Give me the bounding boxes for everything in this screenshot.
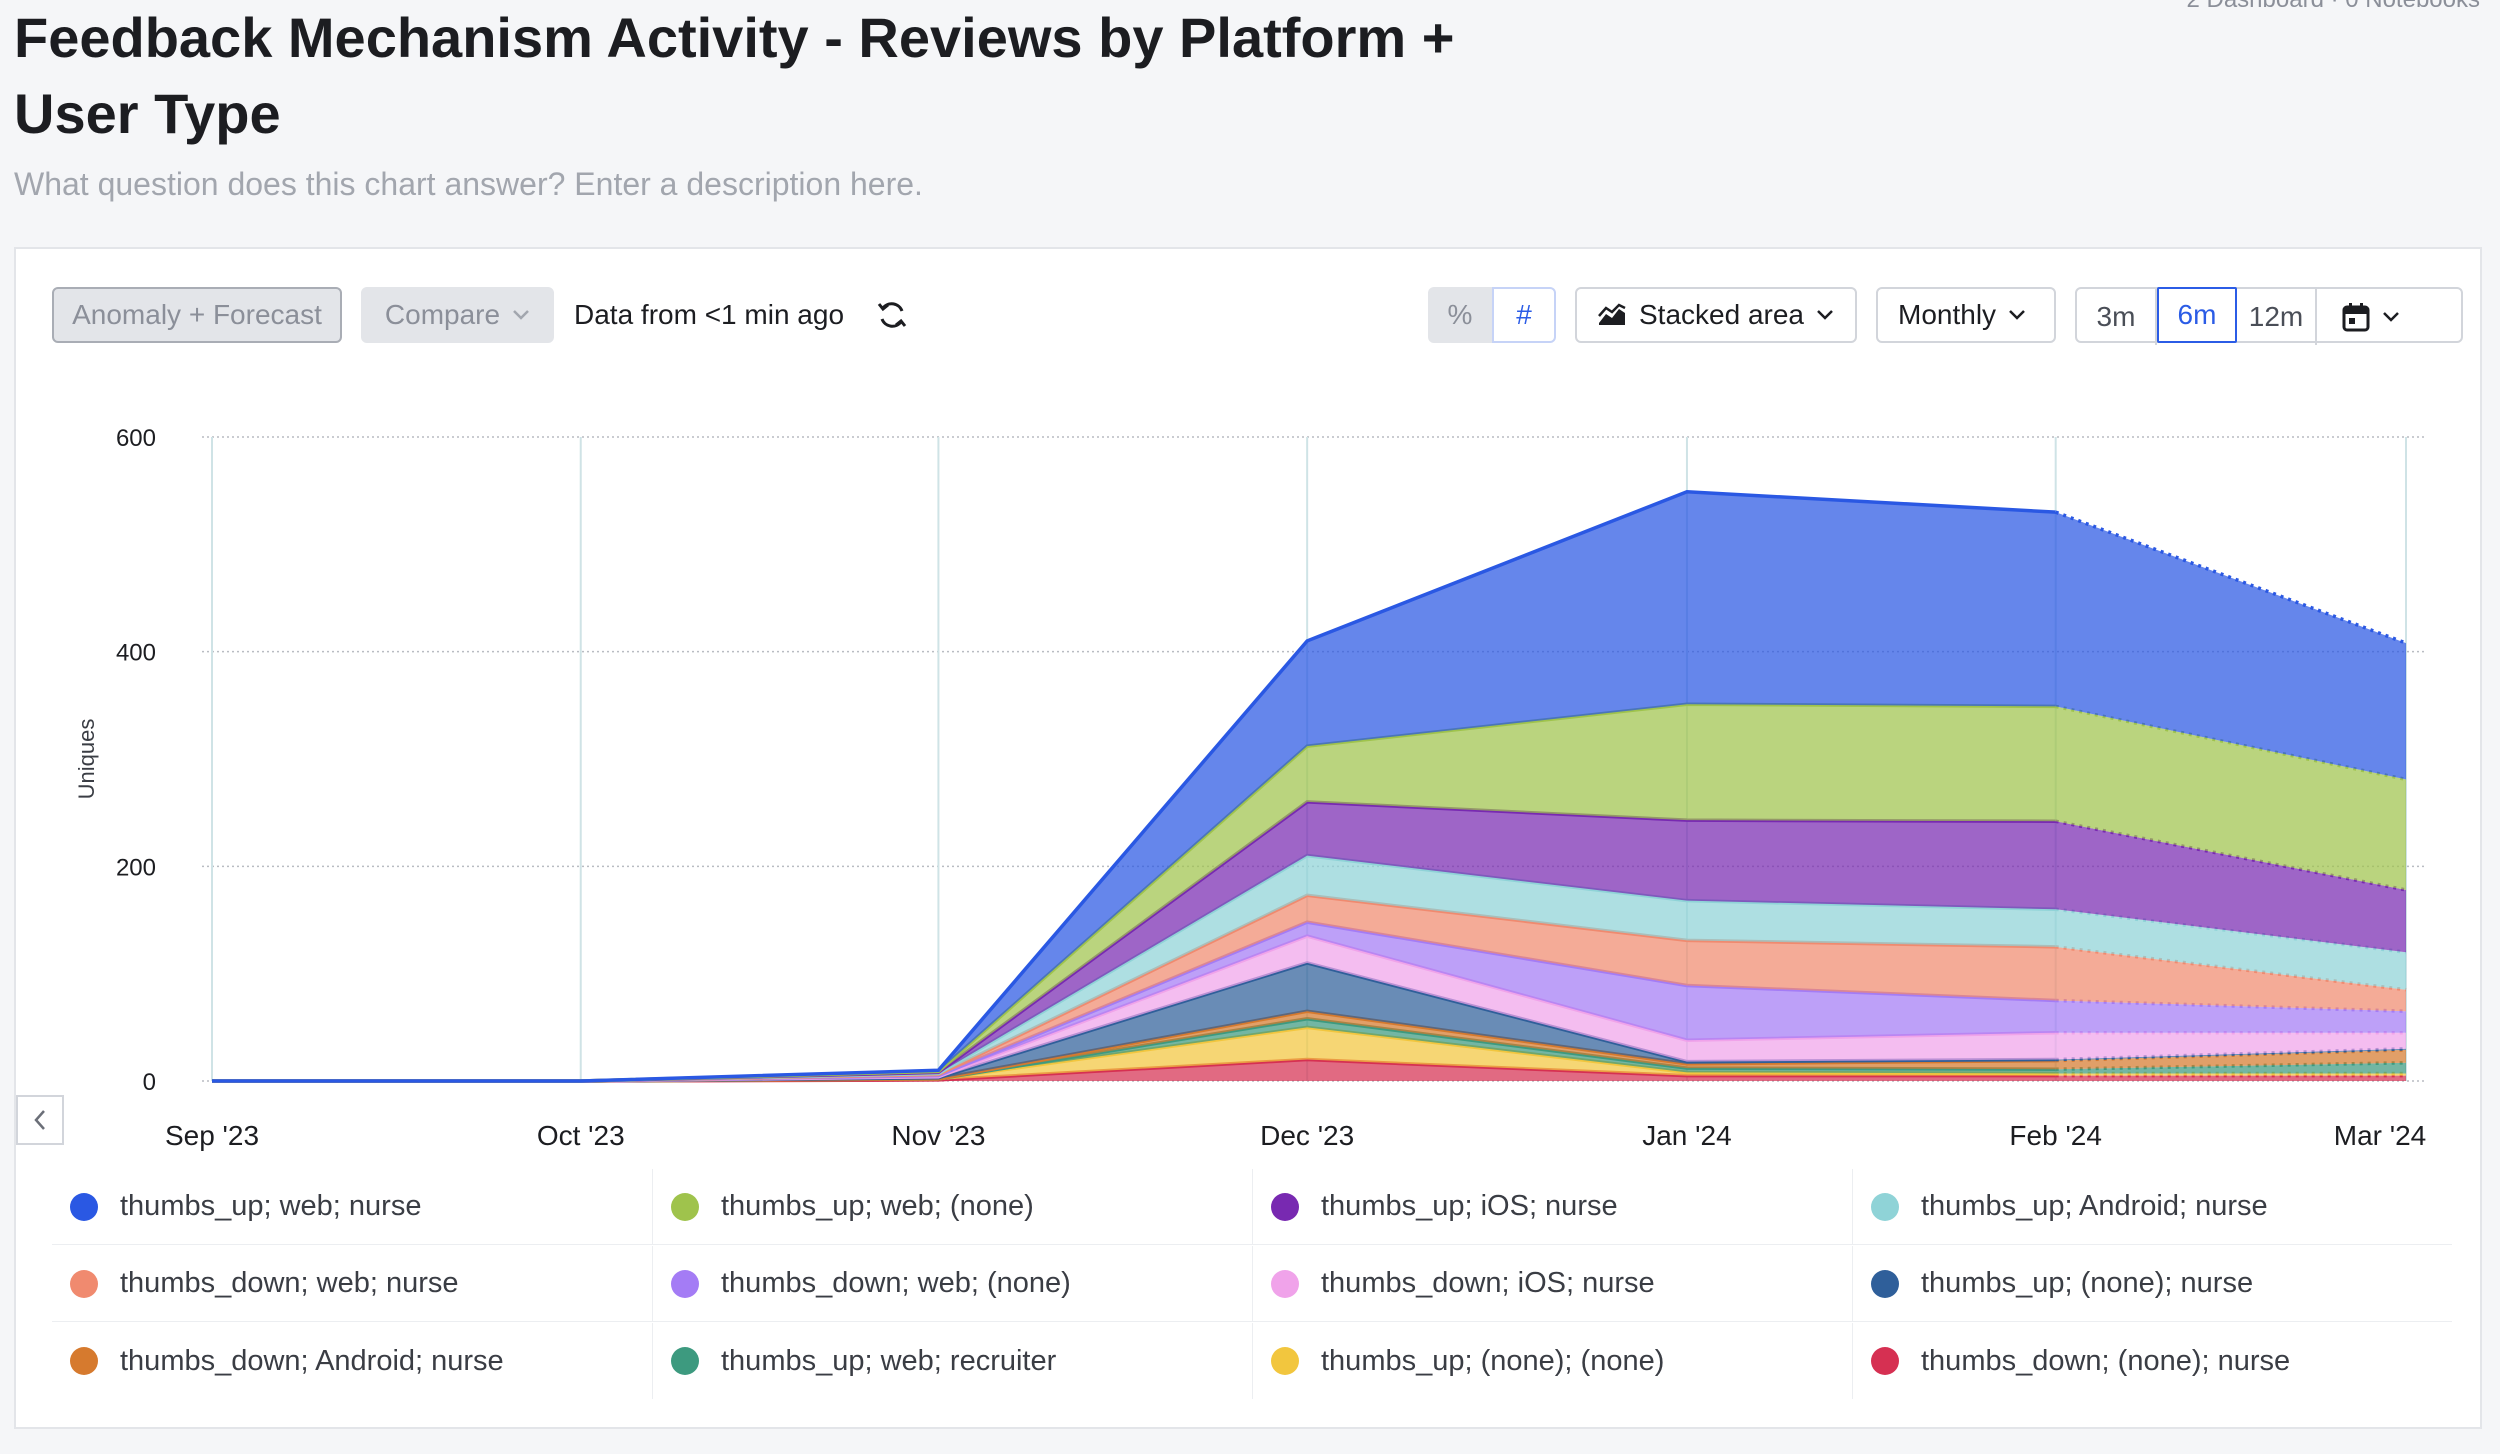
data-freshness-label: Data from <1 min ago [574, 299, 845, 330]
y-tick-label: 200 [116, 854, 156, 881]
compare-button[interactable]: Compare [361, 287, 554, 343]
interval-label: Monthly [1898, 299, 1997, 330]
legend-label: thumbs_down; iOS; nurse [1321, 1267, 1655, 1299]
series-line-incomplete [2055, 510, 2407, 645]
chart-type-dropdown[interactable]: Stacked area [1575, 287, 1857, 343]
legend-color-dot [1871, 1269, 1899, 1298]
y-axis-label: Uniques [74, 719, 99, 800]
area-series-thumbs-up-none-nurse [212, 962, 2406, 1081]
area-series-thumbs-down-ios-nurse [212, 936, 2406, 1081]
page-title[interactable]: Feedback Mechanism Activity - Reviews by… [14, 6, 1455, 145]
legend-label: thumbs_up; web; recruiter [721, 1344, 1057, 1377]
chevron-down-icon [513, 310, 529, 320]
legend-item[interactable]: thumbs_up; web; (none) [652, 1169, 1252, 1245]
legend-item[interactable]: thumbs_up; web; nurse [52, 1169, 652, 1245]
legend-label: thumbs_down; web; (none) [721, 1267, 1071, 1299]
chart-card: Anomaly + Forecast Compare Data from <1 … [14, 247, 2482, 1429]
chevron-left-icon [34, 1110, 45, 1130]
legend-item[interactable]: thumbs_up; web; recruiter [652, 1323, 1252, 1399]
legend-label: thumbs_up; web; nurse [120, 1190, 422, 1222]
x-tick-label: Jan '24 [1642, 1120, 1731, 1151]
legend-color-dot [1271, 1269, 1299, 1298]
x-tick-label: Nov '23 [891, 1120, 985, 1151]
legend-label: thumbs_up; web; (none) [721, 1190, 1034, 1222]
compare-label: Compare [384, 299, 501, 330]
legend-label: thumbs_up; (none); (none) [1321, 1344, 1665, 1377]
interval-dropdown[interactable]: Monthly [1876, 287, 2056, 343]
header-meta: 2 Dashboard · 0 Notebooks [2186, 0, 2480, 14]
y-tick-label: 0 [143, 1069, 156, 1096]
range-6m[interactable]: 6m [2157, 287, 2237, 343]
stacked-area-icon [1598, 303, 1626, 325]
legend-label: thumbs_up; Android; nurse [1921, 1190, 2268, 1222]
legend-color-dot [1271, 1347, 1299, 1375]
area-series-thumbs-down-none-nurse [212, 1059, 2406, 1081]
legend-color-dot [1871, 1347, 1899, 1375]
x-tick-label: Sep '23 [165, 1120, 259, 1151]
date-range-selector: 3m 6m 12m [2075, 287, 2463, 345]
legend-label: thumbs_down; web; nurse [120, 1267, 459, 1299]
chevron-down-icon [2383, 312, 2399, 322]
x-tick-label: Feb '24 [2009, 1120, 2102, 1151]
legend-label: thumbs_down; Android; nurse [120, 1344, 504, 1377]
legend-color-dot [671, 1192, 699, 1221]
area-series-thumbs-up-web-none- [212, 704, 2406, 1081]
legend-label: thumbs_up; iOS; nurse [1321, 1190, 1618, 1222]
legend-color-dot [70, 1192, 98, 1221]
legend-item[interactable]: thumbs_down; Android; nurse [52, 1323, 652, 1399]
legend-item[interactable]: thumbs_down; web; (none) [652, 1246, 1252, 1322]
legend-color-dot [1271, 1192, 1299, 1221]
refresh-icon[interactable] [874, 297, 910, 333]
chevron-down-icon [2009, 310, 2025, 320]
x-tick-label: Dec '23 [1260, 1120, 1354, 1151]
x-tick-label: Mar '24 [2334, 1120, 2427, 1151]
y-tick-label: 400 [116, 640, 156, 667]
legend-item[interactable]: thumbs_up; iOS; nurse [1252, 1169, 1852, 1245]
legend-item[interactable]: thumbs_up; Android; nurse [1852, 1169, 2452, 1245]
range-3m[interactable]: 3m [2077, 289, 2157, 345]
chevron-down-icon [1817, 310, 1833, 320]
area-series-thumbs-up-android-nurse [212, 855, 2406, 1081]
area-series-thumbs-down-web-none- [212, 922, 2406, 1081]
x-tick-label: Oct '23 [537, 1120, 625, 1151]
area-series-thumbs-up-web-nurse [212, 491, 2406, 1081]
legend-color-dot [671, 1347, 699, 1375]
area-series-thumbs-up-none-none- [212, 1027, 2406, 1081]
area-series-thumbs-down-web-nurse [212, 895, 2406, 1081]
chart-type-label: Stacked area [1639, 299, 1804, 330]
legend-color-dot [70, 1269, 98, 1298]
calendar-picker[interactable] [2317, 289, 2425, 345]
count-toggle[interactable]: # [1492, 287, 1556, 343]
legend-item[interactable]: thumbs_up; (none); (none) [1252, 1323, 1852, 1399]
legend-color-dot [1871, 1192, 1899, 1221]
legend-item[interactable]: thumbs_down; web; nurse [52, 1246, 652, 1322]
series-line-incomplete [2055, 907, 2407, 954]
legend-color-dot [671, 1269, 699, 1298]
legend-item[interactable]: thumbs_down; iOS; nurse [1252, 1246, 1852, 1322]
anomaly-forecast-button[interactable]: Anomaly + Forecast [52, 287, 342, 343]
value-mode-toggle: % # [1428, 287, 1556, 343]
stacked-area-chart[interactable]: 0 200 400 600 Sep '23 Oct '23 Nov '23 Dec '23 Ja… [16, 249, 2482, 1169]
legend-item[interactable]: thumbs_up; (none); nurse [1852, 1246, 2452, 1322]
legend-color-dot [70, 1347, 98, 1375]
legend-label: thumbs_down; (none); nurse [1921, 1344, 2291, 1377]
y-tick-label: 600 [116, 425, 156, 452]
calendar-icon [2342, 303, 2370, 332]
collapse-legend-button[interactable] [16, 1095, 64, 1145]
percent-toggle[interactable]: % [1428, 287, 1492, 343]
series-line [212, 489, 2056, 1083]
range-12m[interactable]: 12m [2237, 289, 2317, 345]
legend-item[interactable]: thumbs_down; (none); nurse [1852, 1323, 2452, 1399]
description-input[interactable]: What question does this chart answer? En… [14, 166, 923, 202]
legend-label: thumbs_up; (none); nurse [1921, 1267, 2254, 1299]
area-series-thumbs-up-ios-nurse [212, 801, 2406, 1081]
